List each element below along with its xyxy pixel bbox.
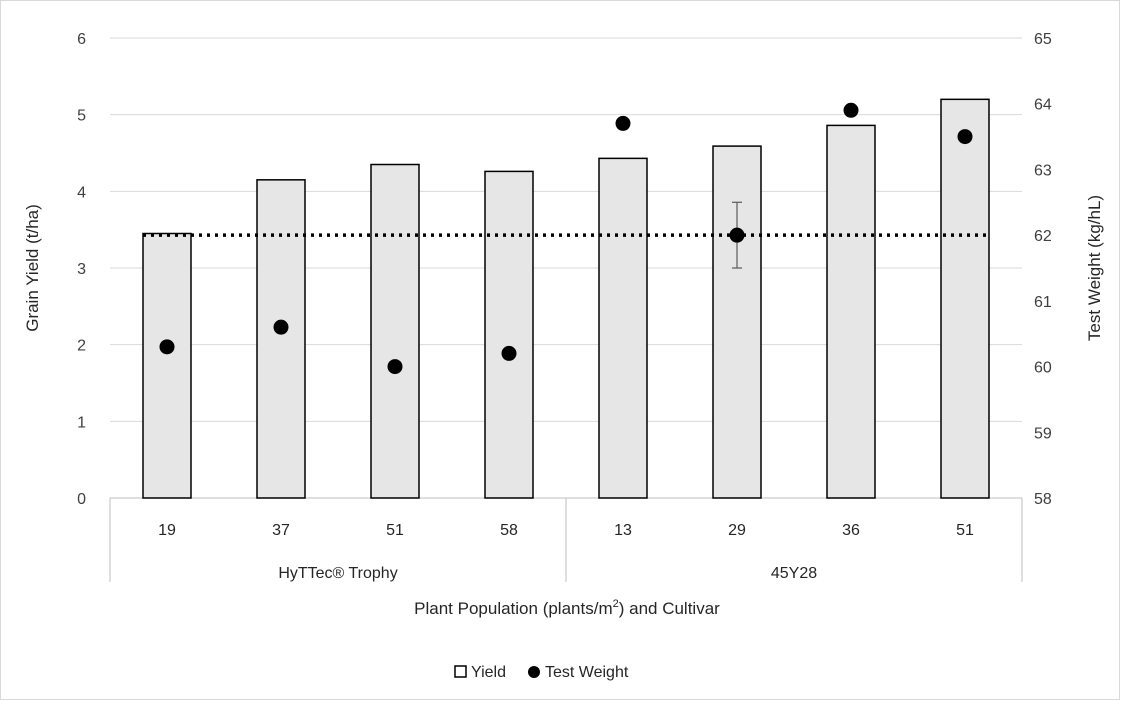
test-weight-point (159, 339, 175, 355)
test-weight-point (729, 227, 745, 243)
y-tick-label: 6 (77, 31, 86, 48)
y2-tick-label: 65 (1034, 31, 1052, 48)
y2-tick-label: 62 (1034, 228, 1052, 245)
group-label: 45Y28 (771, 565, 817, 582)
category-label: 19 (158, 522, 176, 539)
hollow-square-icon (454, 665, 467, 678)
test-weight-point (273, 319, 289, 335)
yield-bar (370, 163, 420, 499)
yield-bar (598, 157, 648, 499)
yield-bar (712, 145, 762, 499)
filled-circle-icon (528, 666, 540, 678)
test-weight-point (843, 102, 859, 118)
axes (109, 497, 1023, 582)
y2-tick-label: 59 (1034, 425, 1052, 442)
category-label: 36 (842, 522, 860, 539)
group-label: HyTTec® Trophy (278, 565, 397, 582)
legend: Yield Test Weight (454, 664, 629, 681)
category-labels: 19 37 51 58 13 29 36 51 HyTTec® Trophy 45Y28 (158, 522, 974, 582)
yield-bars (142, 98, 990, 499)
y2-tick-label: 60 (1034, 360, 1052, 377)
yield-bar (940, 98, 990, 499)
y-tick-label: 5 (77, 108, 86, 125)
category-label: 13 (614, 522, 632, 539)
gridlines (110, 37, 1022, 422)
yield-bar (484, 170, 534, 499)
category-label: 58 (500, 522, 518, 539)
test-weight-points (159, 102, 973, 375)
yield-bar (826, 124, 876, 499)
y-tick-label: 3 (77, 261, 86, 278)
y2-tick-label: 63 (1034, 162, 1052, 179)
y-tick-label: 0 (77, 491, 86, 508)
category-label: 29 (728, 522, 746, 539)
test-weight-point (615, 115, 631, 131)
test-weight-point (957, 129, 973, 145)
test-weight-point (501, 345, 517, 361)
y2-tick-label: 58 (1034, 491, 1052, 508)
yield-bar (256, 179, 306, 499)
category-label: 51 (956, 522, 974, 539)
test-weight-point (387, 359, 403, 375)
y-tick-label: 1 (77, 414, 86, 431)
category-label: 51 (386, 522, 404, 539)
y2-tick-label: 61 (1034, 294, 1052, 311)
y2-axis-title: Test Weight (kg/hL) (1085, 195, 1104, 341)
legend-label-yield: Yield (471, 664, 506, 681)
right-axis-ticks: 58 59 60 61 62 63 64 65 (1034, 31, 1052, 508)
category-label: 37 (272, 522, 290, 539)
y-tick-label: 2 (77, 338, 86, 355)
left-axis-ticks: 0 1 2 3 4 5 6 (77, 31, 86, 508)
x-axis-title: Plant Population (plants/m2) and Cultiva… (414, 598, 720, 618)
y-tick-label: 4 (77, 184, 86, 201)
y-axis-title: Grain Yield (t/ha) (23, 204, 42, 332)
y2-tick-label: 64 (1034, 97, 1052, 114)
legend-label-test-weight: Test Weight (545, 664, 629, 681)
yield-bar (142, 232, 192, 499)
